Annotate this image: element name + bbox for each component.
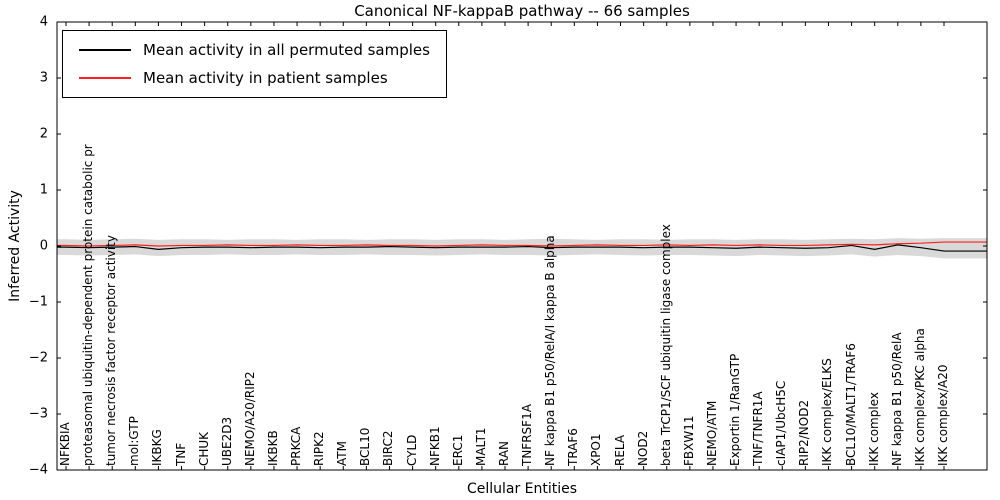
x-tick-label: NFKB1 [427, 426, 442, 466]
x-tick-label: Exportin 1/RanGTP [728, 353, 743, 466]
series-line-1 [57, 241, 987, 247]
x-tick-label: TNF [173, 442, 188, 466]
y-tick-label: 1 [39, 182, 48, 198]
confidence-band [57, 238, 987, 259]
y-tick-label: 3 [39, 70, 48, 86]
y-tick-label: 2 [39, 126, 48, 142]
x-tick-label: tumor necrosis factor receptor activity [104, 235, 119, 466]
x-tick-label: NF kappa B1 p50/RelA/I kappa B alpha [543, 235, 558, 466]
x-tick-label: IKK complex/ELKS [820, 358, 835, 466]
x-tick-label: beta TrCP1/SCF ubiquitin ligase complex [658, 224, 673, 466]
x-tick-label: XPO1 [589, 433, 604, 466]
x-tick-label: BCL10/MALT1/TRAF6 [843, 343, 858, 466]
x-tick-label: NEMO/ATM [704, 400, 719, 466]
x-tick-label: IKK complex/A20 [936, 364, 950, 466]
y-tick-label: −4 [28, 462, 48, 478]
x-tick-label: NEMO/A20/RIP2 [242, 371, 257, 466]
y-tick-label: −2 [28, 350, 48, 366]
x-tick-label: mol:GTP [127, 416, 142, 466]
legend-item-patient: Mean activity in patient samples [79, 69, 430, 87]
x-tick-label: ERC1 [450, 434, 465, 466]
x-tick-label: CHUK [196, 431, 211, 466]
x-tick-label: CYLD [404, 434, 419, 466]
legend-label-patient: Mean activity in patient samples [143, 69, 388, 87]
x-axis-label: Cellular Entities [466, 481, 578, 497]
x-tick-label: RIP2/NOD2 [797, 399, 812, 466]
series-line-0 [57, 244, 987, 252]
y-axis-label: Inferred Activity [7, 190, 23, 302]
x-tick-label: MALT1 [473, 427, 488, 466]
y-tick-label: −1 [28, 294, 48, 310]
x-tick-label: BIRC2 [381, 430, 396, 466]
x-tick-label: IKK complex/PKC alpha [912, 328, 927, 466]
legend: Mean activity in all permuted samples Me… [62, 30, 447, 98]
chart-title: Canonical NF-kappaB pathway -- 66 sample… [354, 2, 690, 20]
y-tick-label: −3 [28, 406, 48, 422]
x-tick-label: PRKCA [289, 426, 304, 466]
x-tick-label: RAN [497, 440, 511, 466]
x-tick-label: proteasomal ubiquitin-dependent protein … [81, 144, 96, 466]
x-tick-label: TNFRSF1A [520, 404, 535, 466]
y-tick-label: 0 [39, 238, 48, 254]
x-tick-label: BCL10 [358, 427, 373, 466]
x-tick-label: TNF/TNFR1A [751, 391, 766, 466]
x-tick-label: FBXW11 [681, 415, 696, 467]
legend-line-patient-icon [79, 77, 131, 79]
x-tick-label: NOD2 [635, 430, 650, 466]
x-tick-label: TRAF6 [566, 428, 581, 466]
x-tick-label: NFKBIA [58, 422, 72, 466]
x-tick-label: IKK complex [866, 392, 881, 466]
legend-label-permuted: Mean activity in all permuted samples [143, 41, 430, 59]
x-tick-label: ATM [335, 441, 350, 466]
x-tick-label: RELA [612, 434, 627, 466]
x-tick-label: RIPK2 [312, 431, 327, 466]
x-tick-label: UBE2D3 [219, 416, 234, 466]
x-tick-label: cIAP1/UbcH5C [774, 380, 789, 466]
legend-item-permuted: Mean activity in all permuted samples [79, 41, 430, 59]
y-tick-label: 4 [39, 14, 48, 30]
x-tick-label: NF kappa B1 p50/RelA [889, 332, 904, 466]
legend-line-permuted-icon [79, 49, 131, 51]
x-tick-label: IKBKB [265, 430, 280, 466]
x-tick-label: IKBKG [150, 429, 165, 466]
